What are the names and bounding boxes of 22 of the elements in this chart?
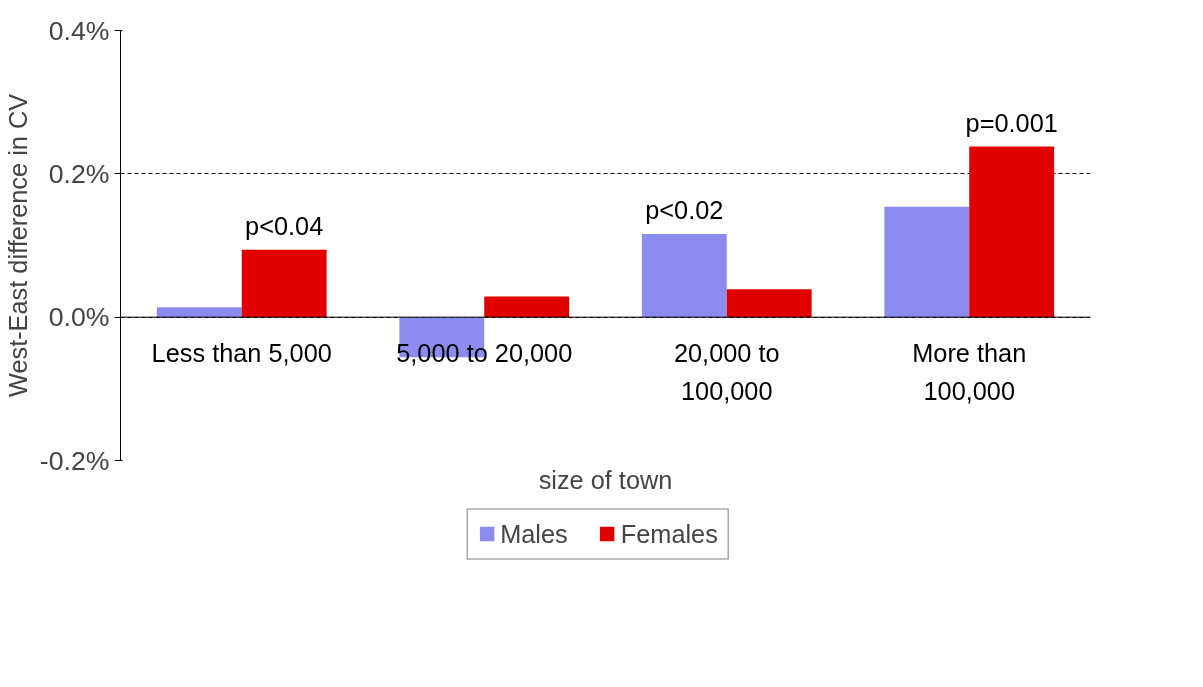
legend-label: Males (500, 519, 568, 548)
bar (726, 289, 812, 318)
x-axis-title: size of town (538, 465, 673, 494)
y-tick-label: -0.2% (39, 445, 110, 476)
annotation: p=0.001 (965, 108, 1058, 137)
annotation: p<0.02 (645, 196, 724, 225)
x-tick-label: 5,000 to 20,000 (396, 339, 573, 368)
bar (241, 249, 327, 318)
bar (156, 307, 242, 318)
bar (884, 206, 970, 318)
y-tick-label: 0.2% (48, 158, 110, 189)
x-tick-label: More than 100,000 (912, 339, 1027, 405)
y-tick-label: 0.4% (48, 15, 110, 46)
bar (484, 296, 570, 318)
y-tick-label: 0.0% (48, 302, 110, 333)
x-tick-label: Less than 5,000 (151, 339, 332, 368)
bar (969, 146, 1055, 318)
y-axis-title: West-East difference in CV (3, 93, 32, 398)
x-tick-label: 20,000 to 100,000 (673, 339, 780, 405)
legend-label: Females (620, 519, 718, 548)
annotation: p<0.04 (245, 211, 324, 240)
bar (641, 234, 727, 318)
